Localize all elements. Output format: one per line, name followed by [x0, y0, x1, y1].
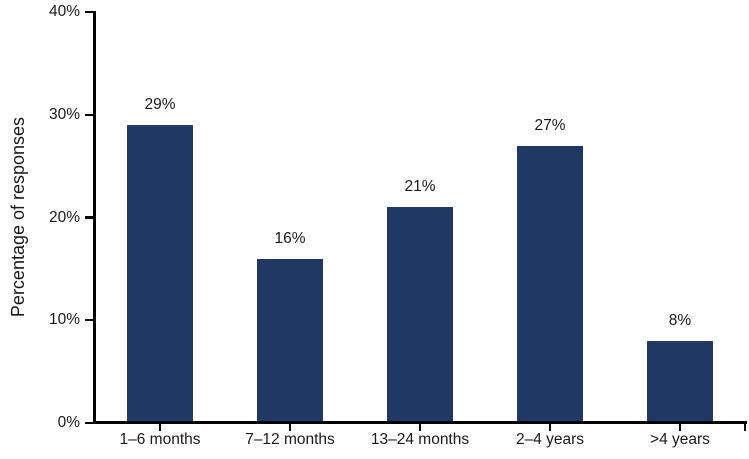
bar-value-label: 27% [534, 116, 566, 134]
x-category-label: 2–4 years [515, 431, 585, 448]
x-tick [678, 424, 682, 431]
y-axis-line [92, 11, 96, 424]
x-category-label: 7–12 months [245, 431, 335, 448]
y-tick [84, 421, 93, 425]
y-tick-label: 10% [48, 311, 80, 329]
x-tick [418, 424, 422, 431]
y-tick-label: 0% [57, 414, 80, 431]
x-tick [158, 424, 162, 431]
bar [257, 258, 323, 424]
x-category-label: 1–6 months [119, 431, 201, 448]
y-tick [84, 319, 93, 322]
y-tick-label: 20% [48, 208, 80, 226]
y-tick [84, 216, 93, 219]
bar [387, 207, 453, 424]
bar-value-label: 29% [144, 96, 176, 114]
bar [647, 340, 713, 424]
y-tick-label: 30% [48, 105, 80, 123]
x-category-label: 13–24 months [370, 431, 470, 448]
x-axis-line [92, 421, 747, 424]
x-category-label: >4 years [650, 431, 710, 448]
x-tick [288, 424, 292, 431]
bar-value-label: 8% [668, 311, 692, 329]
bar [127, 125, 193, 424]
bar-value-label: 21% [404, 178, 436, 196]
bar-value-label: 16% [274, 229, 306, 247]
y-tick [84, 113, 93, 116]
bar [517, 145, 583, 424]
x-axis-end-tick [743, 424, 746, 431]
x-tick [548, 424, 552, 431]
y-tick [84, 10, 93, 14]
y-tick-label: 40% [48, 3, 80, 20]
